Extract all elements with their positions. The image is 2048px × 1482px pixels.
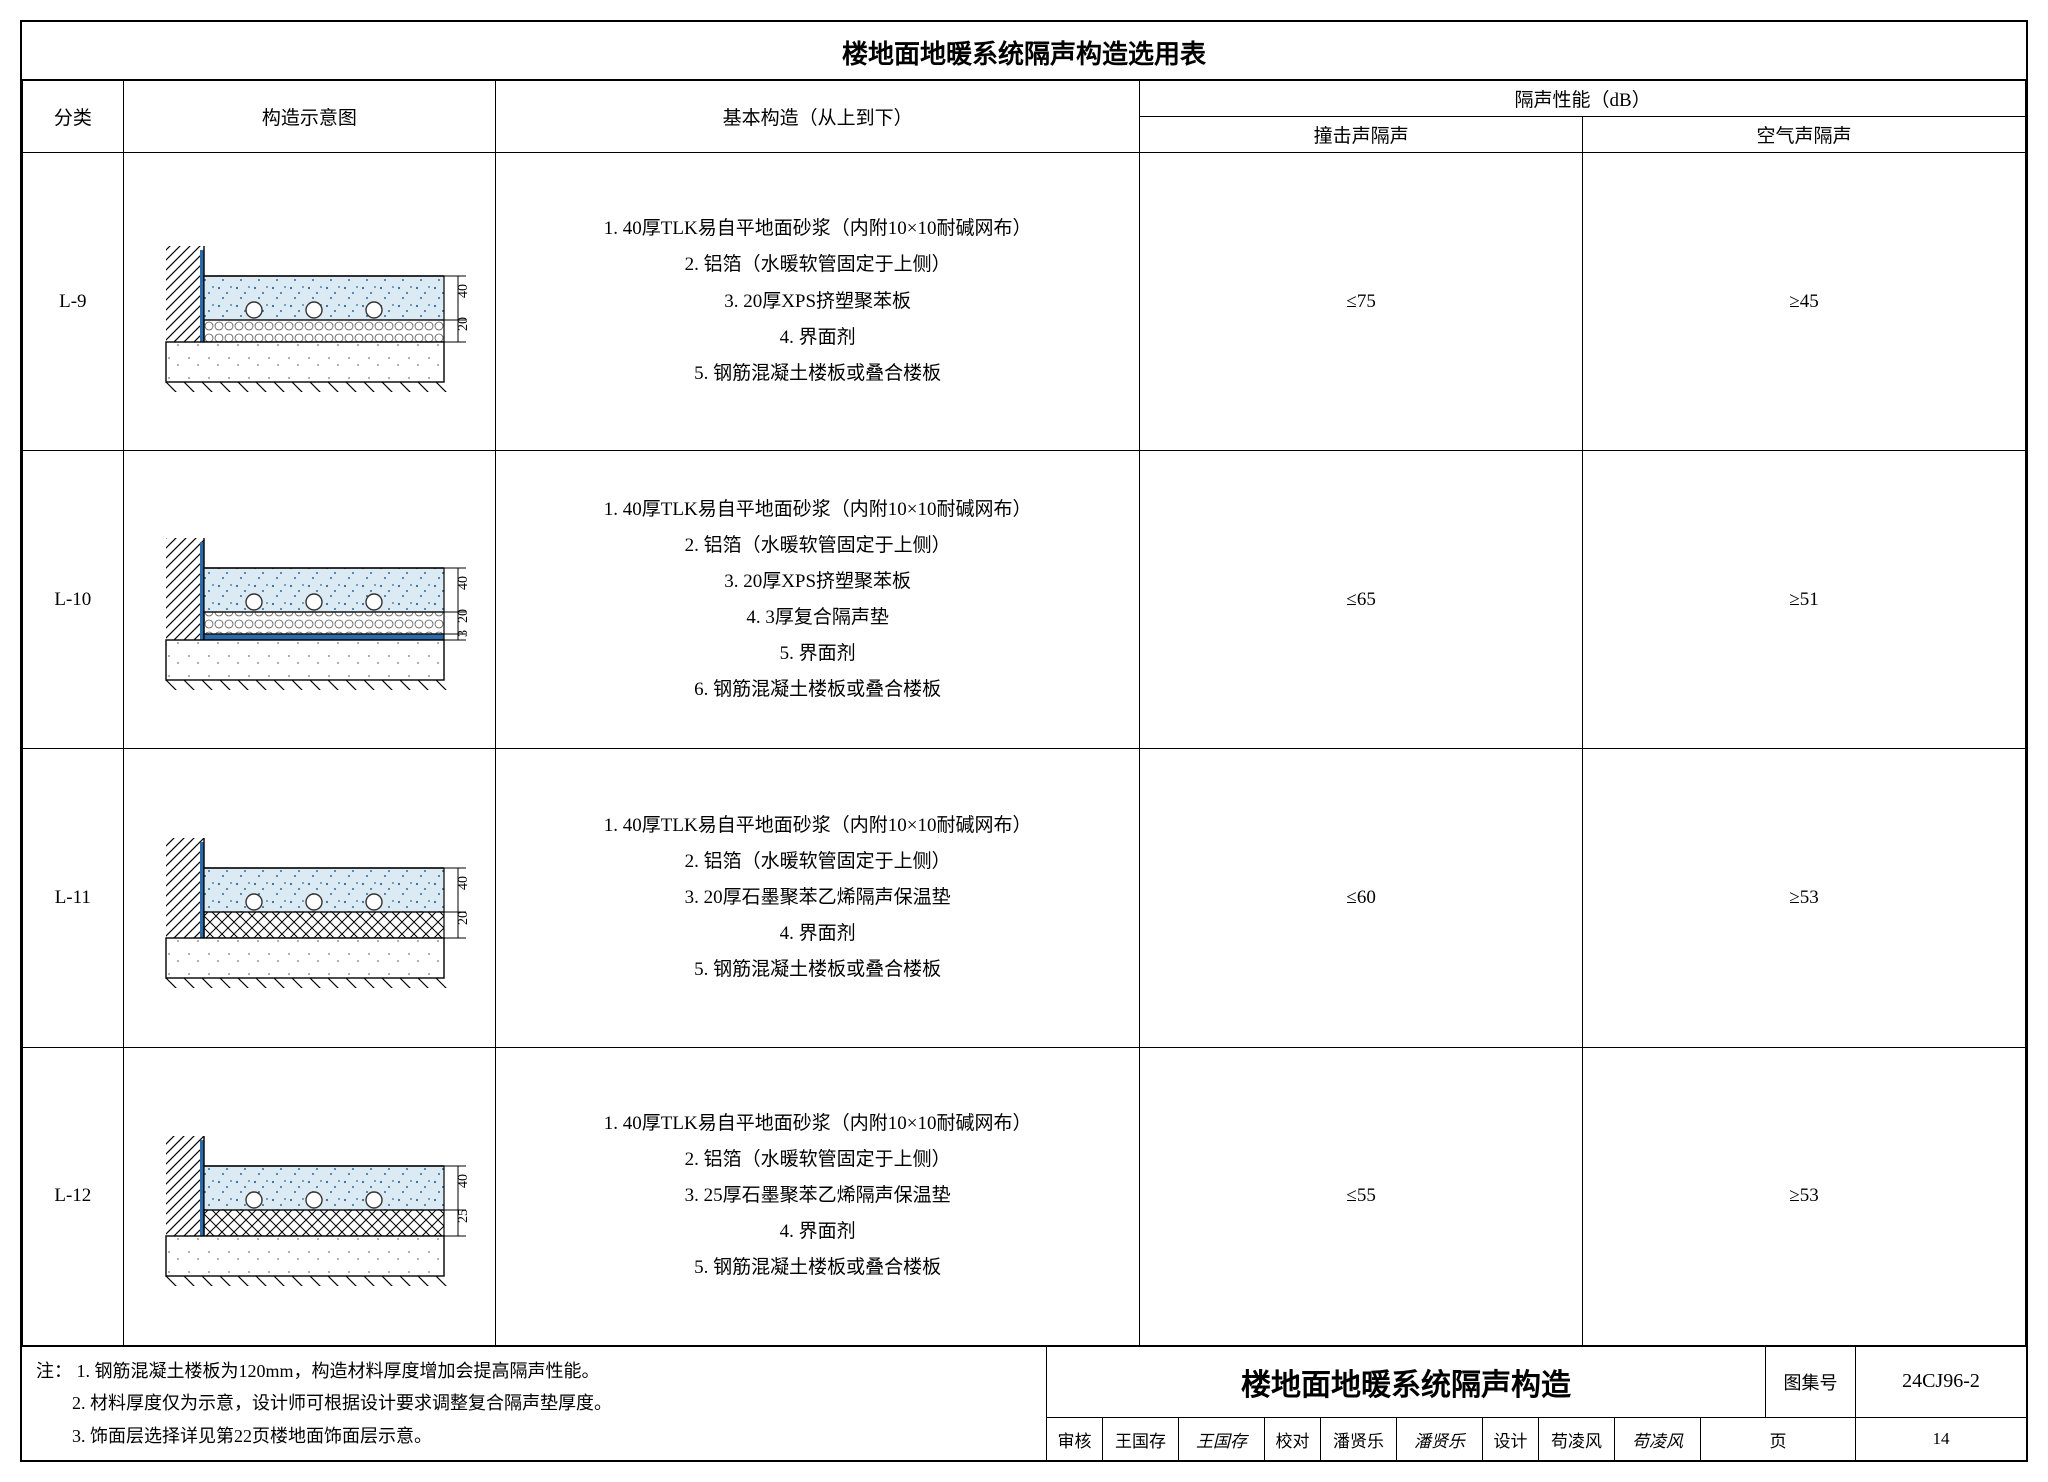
cell-diagram: 40 20 (123, 153, 495, 451)
th-impact: 撞击声隔声 (1140, 117, 1583, 153)
role-signature: 苟凌风 (1615, 1418, 1701, 1460)
th-air: 空气声隔声 (1583, 117, 2026, 153)
construction-item: 5. 钢筋混凝土楼板或叠合楼板 (504, 952, 1131, 988)
title-block: 楼地面地暖系统隔声构造 图集号 24CJ96-2 审核王国存王国存校对潘贤乐潘贤… (1046, 1347, 2026, 1460)
cell-impact: ≤75 (1140, 153, 1583, 451)
construction-item: 5. 界面剂 (504, 636, 1131, 672)
th-construction: 基本构造（从上到下） (496, 81, 1140, 153)
svg-text:40: 40 (457, 876, 472, 890)
construction-item: 1. 40厚TLK易自平地面砂浆（内附10×10耐碱网布） (504, 808, 1131, 844)
page-number: 14 (1856, 1418, 2026, 1460)
construction-item: 6. 钢筋混凝土楼板或叠合楼板 (504, 672, 1131, 708)
set-code: 24CJ96-2 (1856, 1347, 2026, 1417)
cell-construction: 1. 40厚TLK易自平地面砂浆（内附10×10耐碱网布）2. 铝箔（水暖软管固… (496, 153, 1140, 451)
cell-impact: ≤65 (1140, 451, 1583, 749)
cell-air: ≥53 (1583, 749, 2026, 1047)
svg-text:40: 40 (457, 1174, 472, 1188)
cell-air: ≥53 (1583, 1047, 2026, 1345)
title-block-bottom: 审核王国存王国存校对潘贤乐潘贤乐设计苟凌风苟凌风页14 (1047, 1418, 2026, 1460)
section-diagram: 40 20 (144, 212, 474, 392)
role-name: 苟凌风 (1539, 1418, 1615, 1460)
construction-item: 1. 40厚TLK易自平地面砂浆（内附10×10耐碱网布） (504, 1106, 1131, 1142)
sheet-title: 楼地面地暖系统隔声构造 (1047, 1347, 1766, 1417)
construction-item: 2. 铝箔（水暖软管固定于上侧） (504, 247, 1131, 283)
construction-item: 3. 20厚XPS挤塑聚苯板 (504, 564, 1131, 600)
svg-text:20: 20 (457, 317, 472, 331)
cell-category: L-12 (23, 1047, 124, 1345)
notes-label: 注： (36, 1361, 72, 1381)
table-row: L-11 40 20 1. 40厚TLK易自平地面砂浆（内附10×10耐碱网布）2.… (23, 749, 2026, 1047)
role-name: 潘贤乐 (1321, 1418, 1397, 1460)
construction-item: 2. 铝箔（水暖软管固定于上侧） (504, 844, 1131, 880)
section-diagram: 40 20 (144, 808, 474, 988)
construction-item: 2. 铝箔（水暖软管固定于上侧） (504, 1142, 1131, 1178)
construction-item: 4. 界面剂 (504, 320, 1131, 356)
selection-table: 分类 构造示意图 基本构造（从上到下） 隔声性能（dB） 撞击声隔声 空气声隔声… (22, 80, 2026, 1346)
cell-construction: 1. 40厚TLK易自平地面砂浆（内附10×10耐碱网布）2. 铝箔（水暖软管固… (496, 749, 1140, 1047)
svg-text:20: 20 (457, 911, 472, 925)
svg-text:20: 20 (457, 609, 472, 623)
th-perf-group: 隔声性能（dB） (1140, 81, 2026, 117)
construction-item: 3. 20厚XPS挤塑聚苯板 (504, 284, 1131, 320)
construction-item: 1. 40厚TLK易自平地面砂浆（内附10×10耐碱网布） (504, 492, 1131, 528)
notes-block: 注： 1. 钢筋混凝土楼板为120mm，构造材料厚度增加会提高隔声性能。 2. … (22, 1347, 1046, 1460)
role-label: 校对 (1265, 1418, 1321, 1460)
table-row: L-9 40 20 1. 40厚TLK易自平地面砂浆（内附10×10耐碱网布）2. … (23, 153, 2026, 451)
cell-construction: 1. 40厚TLK易自平地面砂浆（内附10×10耐碱网布）2. 铝箔（水暖软管固… (496, 1047, 1140, 1345)
construction-item: 4. 界面剂 (504, 916, 1131, 952)
cell-category: L-11 (23, 749, 124, 1047)
role-signature: 潘贤乐 (1397, 1418, 1483, 1460)
cell-impact: ≤55 (1140, 1047, 1583, 1345)
note-item: 2. 材料厚度仅为示意，设计师可根据设计要求调整复合隔声垫厚度。 (36, 1393, 612, 1413)
construction-item: 2. 铝箔（水暖软管固定于上侧） (504, 528, 1131, 564)
table-row: L-12 40 25 1. 40厚TLK易自平地面砂浆（内附10×10耐碱网布）2.… (23, 1047, 2026, 1345)
note-item: 1. 钢筋混凝土楼板为120mm，构造材料厚度增加会提高隔声性能。 (77, 1361, 600, 1381)
th-category: 分类 (23, 81, 124, 153)
cell-category: L-9 (23, 153, 124, 451)
construction-item: 5. 钢筋混凝土楼板或叠合楼板 (504, 1250, 1131, 1286)
cell-diagram: 40 25 (123, 1047, 495, 1345)
role-name: 王国存 (1103, 1418, 1179, 1460)
svg-text:3: 3 (457, 630, 472, 637)
table-row: L-10 40 20 3 1. 40厚TLK易自平地面砂浆（内附10×10耐碱网布）2… (23, 451, 2026, 749)
cell-air: ≥51 (1583, 451, 2026, 749)
th-diagram: 构造示意图 (123, 81, 495, 153)
page-label: 页 (1701, 1418, 1856, 1460)
construction-item: 5. 钢筋混凝土楼板或叠合楼板 (504, 356, 1131, 392)
cell-diagram: 40 20 (123, 749, 495, 1047)
construction-item: 1. 40厚TLK易自平地面砂浆（内附10×10耐碱网布） (504, 211, 1131, 247)
footer-area: 注： 1. 钢筋混凝土楼板为120mm，构造材料厚度增加会提高隔声性能。 2. … (22, 1346, 2026, 1460)
svg-text:40: 40 (457, 576, 472, 590)
construction-item: 3. 25厚石墨聚苯乙烯隔声保温垫 (504, 1178, 1131, 1214)
cell-air: ≥45 (1583, 153, 2026, 451)
cell-category: L-10 (23, 451, 124, 749)
construction-item: 3. 20厚石墨聚苯乙烯隔声保温垫 (504, 880, 1131, 916)
table-title: 楼地面地暖系统隔声构造选用表 (22, 22, 2026, 80)
cell-construction: 1. 40厚TLK易自平地面砂浆（内附10×10耐碱网布）2. 铝箔（水暖软管固… (496, 451, 1140, 749)
role-label: 审核 (1047, 1418, 1103, 1460)
svg-text:40: 40 (457, 284, 472, 298)
set-label: 图集号 (1766, 1347, 1856, 1417)
svg-text:25: 25 (457, 1209, 472, 1223)
role-label: 设计 (1483, 1418, 1539, 1460)
drawing-sheet: 楼地面地暖系统隔声构造选用表 分类 构造示意图 基本构造（从上到下） 隔声性能（… (20, 20, 2028, 1462)
table-body: L-9 40201. 40厚TLK易自平地面砂浆（内附10×10耐碱网布）2. … (23, 153, 2026, 1346)
note-item: 3. 饰面层选择详见第22页楼地面饰面层示意。 (36, 1426, 432, 1446)
cell-diagram: 40 20 3 (123, 451, 495, 749)
cell-impact: ≤60 (1140, 749, 1583, 1047)
table-header: 分类 构造示意图 基本构造（从上到下） 隔声性能（dB） 撞击声隔声 空气声隔声 (23, 81, 2026, 153)
section-diagram: 40 20 3 (144, 510, 474, 690)
construction-item: 4. 3厚复合隔声垫 (504, 600, 1131, 636)
section-diagram: 40 25 (144, 1106, 474, 1286)
role-signature: 王国存 (1179, 1418, 1265, 1460)
construction-item: 4. 界面剂 (504, 1214, 1131, 1250)
